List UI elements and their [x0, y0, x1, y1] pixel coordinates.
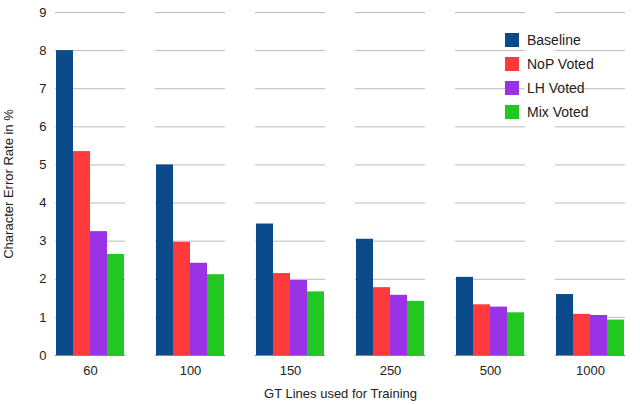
svg-text:GT Lines used for Training: GT Lines used for Training	[264, 386, 417, 401]
svg-text:5: 5	[39, 157, 46, 172]
svg-text:60: 60	[83, 363, 97, 378]
svg-text:0: 0	[39, 348, 46, 363]
html-text:Mix Voted: Mix Voted	[527, 104, 589, 120]
svg-text:4: 4	[39, 195, 46, 210]
svg-text:3: 3	[39, 233, 46, 248]
svg-text:250: 250	[380, 363, 402, 378]
html-text:Baseline: Baseline	[527, 32, 581, 48]
svg-text:8: 8	[39, 43, 46, 58]
svg-text:500: 500	[480, 363, 502, 378]
svg-text:Character Error Rate in %: Character Error Rate in %	[1, 109, 16, 259]
svg-text:9: 9	[39, 5, 46, 20]
html-text:LH Voted: LH Voted	[527, 80, 585, 96]
svg-text:150: 150	[280, 363, 302, 378]
svg-text:7: 7	[39, 81, 46, 96]
html-text:NoP Voted: NoP Voted	[527, 56, 594, 72]
svg-text:1000: 1000	[576, 363, 605, 378]
svg-text:2: 2	[39, 271, 46, 286]
svg-text:6: 6	[39, 119, 46, 134]
svg-text:1: 1	[39, 310, 46, 325]
svg-text:100: 100	[180, 363, 202, 378]
